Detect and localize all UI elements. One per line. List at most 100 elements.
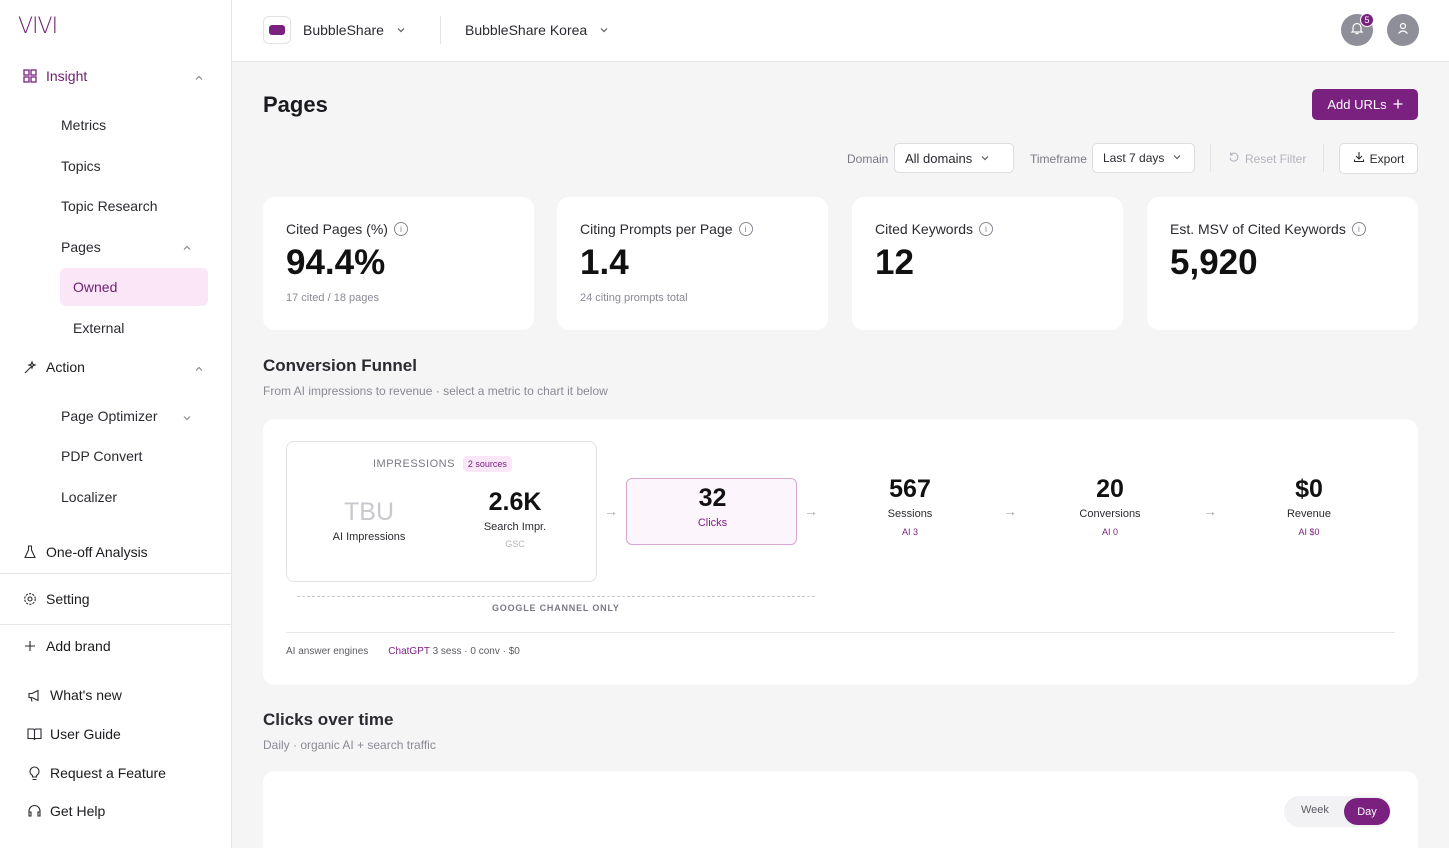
kpi-label: Est. MSV of Cited Keywords	[1170, 221, 1346, 237]
divider	[1323, 144, 1324, 172]
ai-engines-row: AI answer engines ChatGPT 3 sess · 0 con…	[286, 646, 520, 657]
sidebar-item-topics[interactable]: Topics	[61, 158, 101, 174]
page-title: Pages	[263, 92, 328, 117]
revenue-label: Revenue	[1286, 508, 1332, 520]
clicks-chart-title: Clicks over time	[263, 710, 394, 729]
download-icon	[1353, 151, 1365, 166]
engine-stats: 3 sess · 0 conv · $0	[432, 646, 520, 657]
sessions-value: 567	[889, 475, 931, 503]
avatar[interactable]	[1387, 14, 1419, 46]
toggle-day[interactable]: Day	[1344, 798, 1390, 825]
sidebar-item-metrics[interactable]: Metrics	[61, 117, 107, 133]
divider	[0, 573, 231, 574]
clicks-metric[interactable]: 32 Clicks	[626, 478, 797, 545]
nav-action[interactable]: Action	[22, 359, 212, 375]
divider	[440, 16, 441, 44]
grid-icon	[22, 68, 38, 84]
kpi-card-cited-pages[interactable]: Cited Pages (%) i 94.4% 17 cited / 18 pag…	[263, 197, 534, 330]
flask-icon	[22, 544, 38, 560]
nav-add-brand[interactable]: Add brand	[22, 638, 212, 654]
timeframe-select[interactable]: Last 7 days	[1092, 143, 1195, 173]
reset-filter-button[interactable]: Reset Filter	[1228, 151, 1306, 166]
kpi-card-est-msv[interactable]: Est. MSV of Cited Keywords i 5,920	[1147, 197, 1418, 330]
sidebar-item-topic-research[interactable]: Topic Research	[61, 198, 158, 214]
nav-insight[interactable]: Insight	[22, 68, 212, 84]
chevron-down-icon	[1172, 151, 1182, 165]
timeframe-select-value: Last 7 days	[1103, 151, 1165, 165]
kpi-value: 12	[875, 243, 914, 282]
impressions-label: IMPRESSIONS	[373, 458, 455, 470]
ai-engines-label: AI answer engines	[286, 646, 369, 657]
funnel-subtitle: From AI impressions to revenue · select …	[263, 384, 608, 398]
logo[interactable]: VIVI	[18, 14, 58, 39]
kpi-card-cited-keywords[interactable]: Cited Keywords i 12	[852, 197, 1123, 330]
sidebar-item-owned[interactable]: Owned	[73, 279, 118, 295]
nav-insight-label: Insight	[46, 68, 88, 84]
brand-selector[interactable]: BubbleShare	[303, 22, 406, 38]
nav-get-help[interactable]: Get Help	[26, 803, 216, 819]
export-button[interactable]: Export	[1339, 143, 1418, 174]
revenue-ai: AI $0	[1298, 527, 1320, 537]
conversions-ai: AI 0	[1101, 527, 1118, 537]
clicks-value: 32	[698, 484, 727, 512]
chevron-up-icon	[194, 361, 204, 377]
chevron-down-icon	[182, 410, 192, 426]
sidebar-item-page-optimizer[interactable]: Page Optimizer	[61, 408, 201, 424]
arrow-right-icon: →	[1003, 503, 1017, 519]
conversions-metric[interactable]: 20 Conversions AI 0	[1050, 475, 1170, 537]
add-urls-button[interactable]: Add URLs	[1312, 89, 1418, 120]
chevron-down-icon	[396, 22, 406, 38]
search-impressions-metric[interactable]: 2.6K Search Impr. GSC	[455, 488, 575, 549]
kpi-card-citing-prompts[interactable]: Citing Prompts per Page i 1.4 24 citing p…	[557, 197, 828, 330]
add-urls-label: Add URLs	[1327, 97, 1387, 112]
conversions-label: Conversions	[1079, 508, 1141, 520]
nav-request-feature[interactable]: Request a Feature	[26, 765, 216, 781]
domain-select[interactable]: All domains	[894, 143, 1014, 173]
kpi-value: 94.4%	[286, 243, 386, 282]
nav-one-off-analysis[interactable]: One-off Analysis	[22, 544, 212, 560]
reset-filter-label: Reset Filter	[1245, 151, 1307, 166]
sessions-ai: AI 3	[901, 527, 918, 537]
nav-get-help-label: Get Help	[50, 803, 106, 819]
kpi-label: Cited Pages (%)	[286, 221, 388, 237]
ai-impressions-metric[interactable]: TBU AI Impressions	[309, 498, 429, 543]
ai-impressions-label: AI Impressions	[332, 531, 406, 543]
sidebar-item-pdp-convert[interactable]: PDP Convert	[61, 448, 143, 464]
arrow-right-icon: →	[1203, 503, 1217, 519]
sub-brand-selector[interactable]: BubbleShare Korea	[465, 22, 609, 38]
notification-badge: 5	[1360, 13, 1374, 27]
divider	[1210, 144, 1211, 172]
nav-setting[interactable]: Setting	[22, 591, 212, 607]
headset-icon	[26, 803, 42, 819]
info-icon[interactable]: i	[738, 222, 753, 236]
toggle-week[interactable]: Week	[1301, 804, 1329, 816]
info-icon[interactable]: i	[393, 222, 408, 236]
brand-selector-label: BubbleShare	[303, 22, 384, 38]
engine-chatgpt[interactable]: ChatGPT 3 sess · 0 conv · $0	[388, 646, 520, 657]
revenue-metric[interactable]: $0 Revenue AI $0	[1249, 475, 1369, 537]
kpi-value: 5,920	[1170, 243, 1258, 282]
funnel-title: Conversion Funnel	[263, 356, 417, 375]
sub-brand-selector-label: BubbleShare Korea	[465, 22, 588, 38]
sidebar-item-pages[interactable]: Pages	[61, 239, 201, 255]
info-icon[interactable]: i	[979, 222, 994, 236]
impressions-box[interactable]: IMPRESSIONS 2 sources TBU AI Impressions…	[286, 441, 597, 582]
granularity-toggle[interactable]: Week Day	[1284, 796, 1391, 827]
sidebar-item-localizer[interactable]: Localizer	[61, 489, 118, 505]
sidebar-item-external[interactable]: External	[73, 320, 125, 336]
sessions-metric[interactable]: 567 Sessions AI 3	[850, 475, 970, 537]
sidebar-item-pages-label: Pages	[61, 239, 101, 255]
reset-icon	[1228, 151, 1240, 166]
sidebar-item-owned-highlight[interactable]	[60, 268, 208, 306]
sources-pill[interactable]: 2 sources	[462, 456, 512, 472]
google-channel-label: GOOGLE CHANNEL ONLY	[492, 603, 620, 613]
info-icon[interactable]: i	[1351, 222, 1366, 236]
chevron-down-icon	[599, 22, 609, 38]
divider	[286, 632, 1395, 633]
arrow-right-icon: →	[804, 503, 818, 519]
nav-setting-label: Setting	[46, 591, 90, 607]
brand-logo	[263, 16, 291, 44]
export-label: Export	[1369, 151, 1405, 166]
nav-whats-new[interactable]: What's new	[26, 687, 216, 703]
nav-user-guide[interactable]: User Guide	[26, 726, 216, 742]
